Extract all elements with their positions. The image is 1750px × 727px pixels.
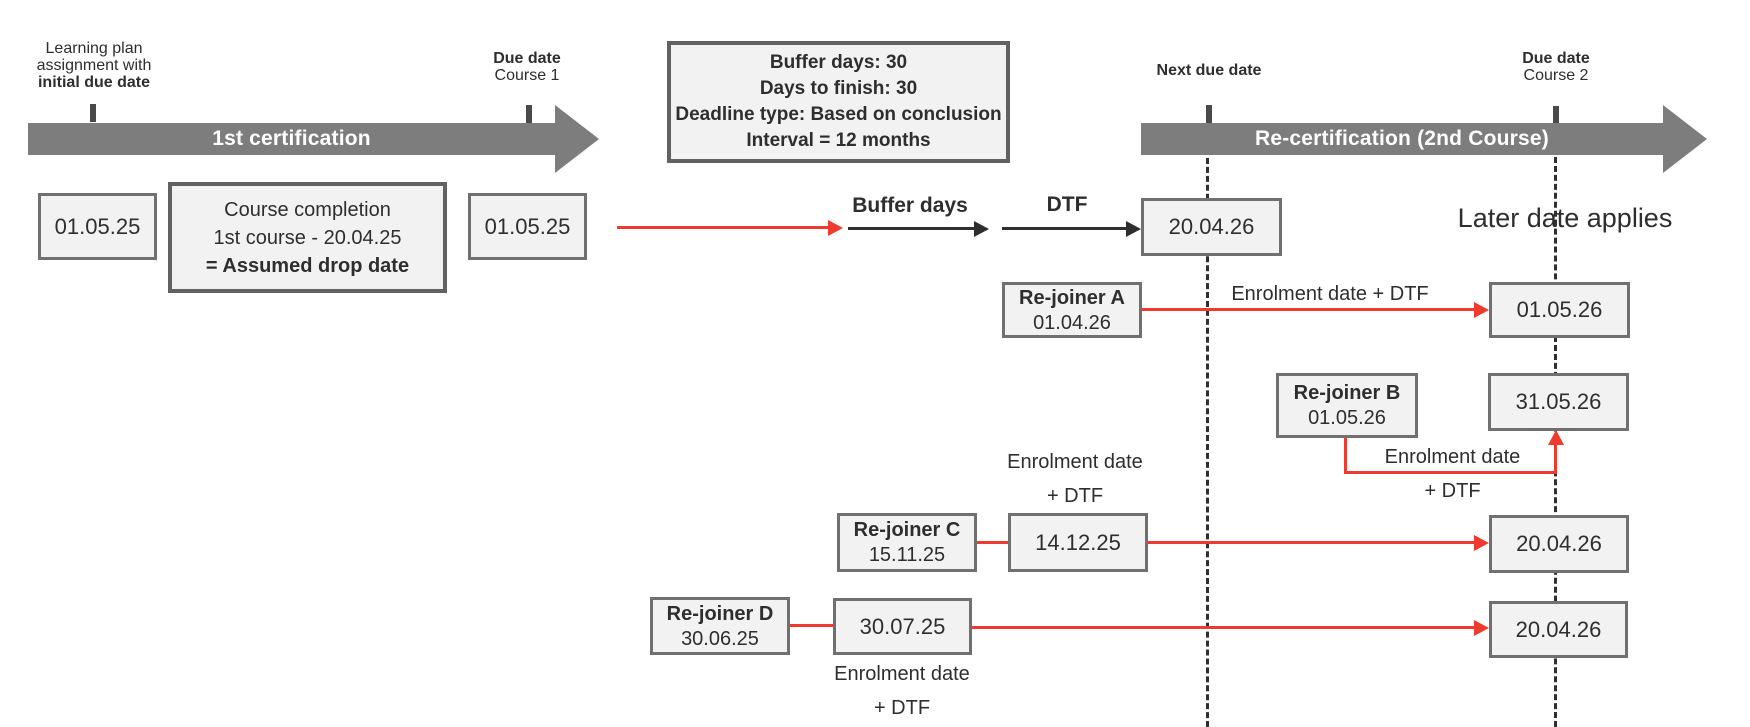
rejoiner-c-result-box: 20.04.26 [1489, 515, 1629, 573]
date-value: 20.04.26 [1516, 531, 1602, 556]
next-due-date-box: 20.04.26 [1141, 198, 1282, 256]
rejoiner-d-label-line2: + DTF [873, 697, 931, 719]
marker-line: Due date [493, 50, 561, 67]
param-line: Days to finish: 30 [759, 78, 918, 99]
rejoiner-d-mid-box: 30.07.25 [833, 598, 972, 655]
rejoiner-name: Re-joiner B [1293, 382, 1401, 404]
rejoiner-d-label-line1: Enrolment date [834, 663, 970, 685]
rejoiner-c-box: Re-joiner C 15.11.25 [837, 513, 977, 572]
rejoiner-date: 01.04.26 [1033, 311, 1111, 334]
rejoiner-b-box: Re-joiner B 01.05.26 [1276, 373, 1418, 438]
learning-plan-marker-label: Learning plan assignment with initial du… [14, 40, 174, 91]
first-certification-arrow: 1st certification [28, 123, 555, 155]
param-line: Deadline type: Based on conclusion [675, 104, 1002, 125]
recertification-arrowhead [1663, 105, 1707, 173]
rejoiner-b-elbow-across [1344, 471, 1557, 474]
due-date-course2-label: Due date Course 2 [1496, 50, 1616, 84]
rejoiner-date: 15.11.25 [868, 544, 946, 566]
date-value: 20.04.26 [1168, 214, 1255, 239]
rejoiner-c-arrow-line [1148, 541, 1475, 544]
dtf-arrow-line [1002, 227, 1128, 230]
rejoiner-a-arrow-label: Enrolment date + DTF [1231, 283, 1429, 305]
rejoiner-date: 01.05.26 [1308, 407, 1386, 429]
due-date-course1-box: 01.05.25 [468, 193, 587, 260]
rejoiner-name: Re-joiner C [853, 519, 961, 541]
rejoiner-c-arrowhead [1474, 535, 1489, 551]
due-date-course1-label: Due date Course 1 [467, 50, 587, 84]
rejoiner-a-arrowhead [1474, 302, 1489, 318]
date-value: 01.05.25 [54, 213, 141, 239]
rejoiner-b-arrowhead [1548, 430, 1564, 445]
tick-next-due-date [1206, 105, 1212, 123]
dtf-label: DTF [1046, 193, 1088, 216]
marker-line: assignment with [36, 57, 152, 74]
drop-date-arrow-line [617, 226, 829, 229]
rejoiner-a-box: Re-joiner A 01.04.26 [1002, 282, 1142, 338]
later-date-applies-note: Later date applies [1457, 203, 1673, 233]
completion-line: = Assumed drop date [205, 254, 410, 277]
date-value: 01.05.25 [484, 213, 571, 239]
initial-due-date-box: 01.05.25 [38, 193, 157, 260]
marker-line: Due date [1522, 50, 1590, 67]
first-certification-label: 1st certification [212, 127, 371, 150]
rejoiner-b-label-line1: Enrolment date [1384, 446, 1521, 468]
tick-initial-due-date [90, 104, 96, 122]
tick-due-date-course2 [1553, 106, 1559, 124]
buffer-days-arrow-line [848, 227, 976, 230]
marker-line: Next due date [1156, 62, 1262, 79]
rejoiner-b-elbow-up [1554, 443, 1557, 474]
next-due-date-dashed-line [1206, 158, 1209, 727]
buffer-days-label: Buffer days [852, 194, 968, 217]
date-value: 30.07.25 [859, 613, 946, 639]
marker-line: Course 1 [494, 67, 560, 84]
rejoiner-d-result-box: 20.04.26 [1489, 601, 1628, 658]
rejoiner-c-label-line1: Enrolment date [1007, 451, 1143, 473]
param-line: Interval = 12 months [746, 130, 931, 151]
completion-line: Course completion [224, 198, 391, 221]
rejoiner-c-label-line2: + DTF [1046, 485, 1104, 507]
rejoiner-date: 30.06.25 [681, 627, 759, 650]
rejoiner-b-elbow-down [1344, 438, 1347, 474]
recertification-label: Re-certification (2nd Course) [1254, 127, 1549, 150]
parameters-box: Buffer days: 30 Days to finish: 30 Deadl… [667, 41, 1010, 163]
marker-line: Course 2 [1523, 67, 1589, 84]
drop-date-arrowhead [828, 220, 843, 236]
rejoiner-b-result-box: 31.05.26 [1488, 373, 1629, 431]
rejoiner-d-connector [790, 624, 833, 627]
param-line: Buffer days: 30 [769, 52, 908, 73]
rejoiner-c-connector [977, 541, 1008, 544]
dtf-arrowhead [1126, 221, 1141, 237]
completion-line: 1st course - 20.04.25 [213, 226, 402, 249]
buffer-days-arrowhead [974, 221, 989, 237]
rejoiner-name: Re-joiner A [1019, 286, 1125, 309]
rejoiner-d-box: Re-joiner D 30.06.25 [650, 597, 790, 655]
date-value: 14.12.25 [1035, 529, 1121, 555]
date-value: 31.05.26 [1515, 389, 1602, 414]
recertification-arrow: Re-certification (2nd Course) [1141, 123, 1663, 155]
marker-line: initial due date [37, 74, 150, 91]
rejoiner-d-arrowhead [1474, 620, 1489, 636]
next-due-date-marker-label: Next due date [1134, 62, 1284, 79]
course-completion-box: Course completion 1st course - 20.04.25 … [168, 182, 447, 293]
marker-line: Learning plan [45, 40, 143, 57]
rejoiner-c-mid-box: 14.12.25 [1008, 513, 1148, 572]
rejoiner-a-result-box: 01.05.26 [1489, 282, 1630, 338]
rejoiner-a-arrow-line [1142, 308, 1476, 311]
rejoiner-d-arrow-line [972, 626, 1475, 629]
date-value: 01.05.26 [1516, 297, 1603, 322]
rejoiner-b-label-line2: + DTF [1424, 480, 1481, 502]
date-value: 20.04.26 [1515, 616, 1602, 642]
tick-due-date-course1 [526, 105, 532, 123]
rejoiner-name: Re-joiner D [666, 602, 774, 625]
first-certification-arrowhead [555, 105, 599, 173]
